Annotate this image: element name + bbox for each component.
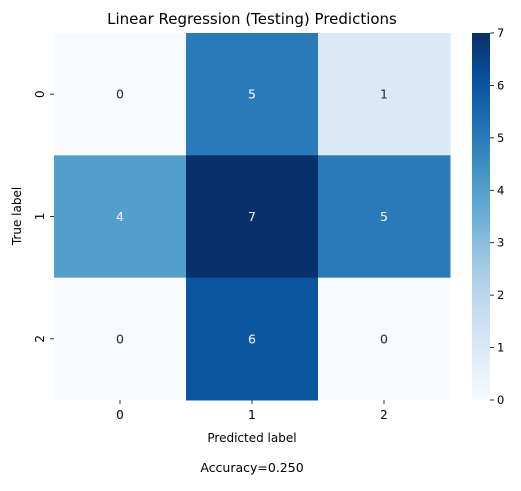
colorbar-tick-label: 6 [497,78,504,92]
heatmap-cell [54,277,187,401]
y-axis-ticks: 0 1 2 [33,90,54,343]
heatmap-cell [318,277,451,401]
colorbar-tick-label: 7 [497,26,504,40]
y-tick-label: 0 [33,90,47,98]
x-axis-ticks: 0 1 2 [116,399,388,422]
heatmap-cell [54,155,187,279]
colorbar-tick-label: 5 [497,131,504,145]
cell-value-label: 0 [116,331,124,346]
colorbar-tick-label: 2 [497,288,504,302]
y-tick-label: 2 [33,335,47,343]
cell-value-label: 0 [116,87,124,102]
x-tick-label: 1 [248,408,256,422]
cell-value-label: 0 [380,331,388,346]
y-axis-label: True label [10,187,24,246]
heatmap-cell [318,155,451,279]
cell-value-label: 5 [380,209,388,224]
x-axis-label: Predicted label [207,431,296,445]
cell-value-label: 6 [248,331,256,346]
heatmap-cell-labels: 0 5 1 4 7 5 0 6 0 [116,87,388,347]
cell-value-label: 5 [248,87,256,102]
cell-value-label: 1 [380,87,388,102]
y-tick-label: 1 [33,213,47,221]
colorbar-tick-label: 4 [497,183,504,197]
colorbar-tick-label: 3 [497,236,504,250]
heatmap-cells [54,33,451,401]
heatmap-cell [186,155,319,279]
accuracy-text: Accuracy=0.250 [200,460,303,475]
colorbar-tick-label: 0 [497,393,504,407]
heatmap-cell [318,33,451,156]
heatmap-cell [186,277,319,401]
colorbar-tick-label: 1 [497,341,504,355]
chart-title: Linear Regression (Testing) Predictions [107,10,397,28]
cell-value-label: 7 [248,209,256,224]
colorbar [472,33,490,400]
heatmap-cell [54,33,187,156]
x-tick-label: 2 [380,408,388,422]
x-tick-label: 0 [116,408,124,422]
cell-value-label: 4 [116,209,124,224]
heatmap-cell [186,33,319,156]
colorbar-ticks: 0 1 2 3 4 5 6 7 [490,26,504,407]
